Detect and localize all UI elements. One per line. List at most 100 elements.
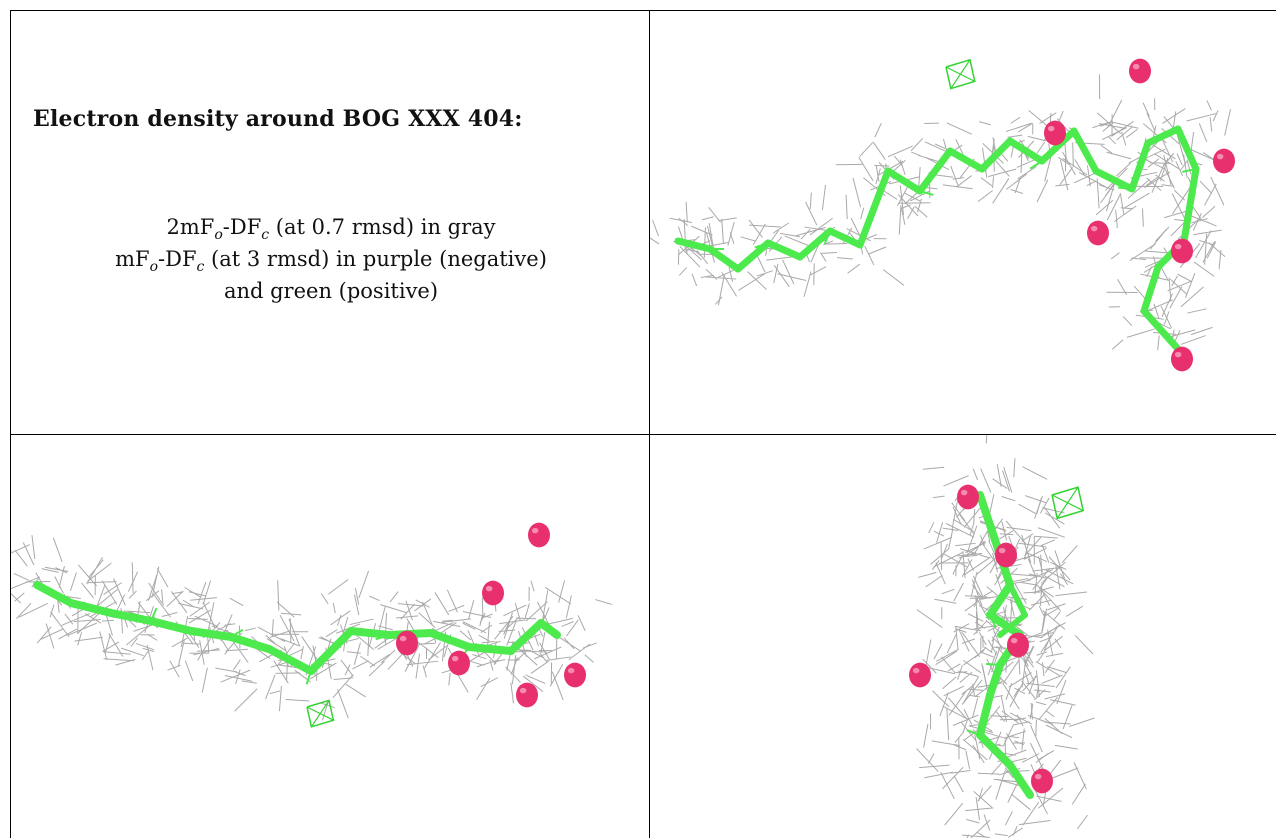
carbon-bond — [1180, 165, 1200, 245]
carbon-bond — [1006, 137, 1046, 165]
density-mesh-line — [836, 257, 853, 260]
density-mesh-line — [285, 699, 310, 702]
density-mesh-line — [773, 263, 779, 284]
density-mesh-line — [882, 269, 905, 286]
density-mesh-line — [772, 222, 790, 234]
density-mesh-line — [899, 202, 931, 204]
density-mesh-line — [980, 468, 992, 493]
density-mesh-line — [133, 623, 155, 632]
density-mesh-line — [803, 271, 812, 297]
density-mesh-line — [524, 603, 530, 619]
density-mesh-line — [99, 631, 108, 661]
carbon-bond — [427, 629, 473, 651]
density-mesh-line — [957, 552, 983, 557]
carbon-bond — [1144, 125, 1182, 147]
density-mesh-line — [1025, 495, 1046, 504]
caption-line-2: mFo-DFc (at 3 rmsd) in purple (negative) — [115, 247, 547, 276]
carbon-bond — [796, 227, 834, 261]
density-mesh-line — [933, 495, 945, 499]
carbon-bond — [1092, 167, 1136, 193]
density-mesh-line — [974, 684, 992, 698]
density-mesh-line — [968, 688, 983, 691]
density-mesh-line — [1206, 241, 1217, 259]
density-mesh-line — [1022, 801, 1040, 826]
density-mesh-line — [972, 530, 988, 556]
carbon-bond — [764, 239, 804, 261]
density-mesh-line — [1127, 179, 1150, 199]
density-mesh-line — [194, 615, 219, 628]
density-mesh-line — [1167, 280, 1192, 292]
density-mesh-line — [721, 218, 724, 244]
density-mesh-line — [1169, 278, 1188, 295]
density-mesh-line — [1043, 506, 1061, 529]
density-mesh-line — [1025, 551, 1048, 562]
density-mesh-line — [951, 498, 959, 530]
density-mesh-line — [1108, 136, 1116, 145]
density-mesh-line — [1073, 172, 1096, 184]
density-mesh-line — [1170, 222, 1185, 237]
density-mesh-line — [1018, 503, 1037, 515]
density-mesh-line — [1036, 141, 1046, 154]
density-mesh-line — [584, 654, 594, 663]
oxygen-highlight — [451, 655, 459, 662]
oxygen-atom — [396, 630, 418, 656]
density-mesh-line — [1187, 308, 1207, 314]
density-mesh-line — [320, 702, 336, 709]
density-mesh-line — [551, 671, 564, 701]
density-mesh-line — [546, 656, 572, 661]
density-mesh-line — [16, 602, 32, 620]
density-mesh-line — [1003, 466, 1013, 493]
density-mesh-line — [423, 642, 441, 669]
density-mesh-line — [858, 157, 874, 182]
density-mesh-line — [514, 603, 521, 621]
density-mesh-line — [1050, 561, 1067, 570]
oxygen-highlight — [567, 667, 575, 674]
carbon-bond — [1140, 263, 1162, 315]
density-mesh-line — [1071, 783, 1086, 805]
density-mesh-line — [169, 660, 180, 678]
density-mesh-line — [946, 633, 957, 654]
density-mesh-line — [1050, 699, 1076, 706]
density-mesh-line — [962, 739, 988, 761]
density-mesh-line — [705, 276, 737, 280]
density-mesh-line — [135, 643, 155, 651]
density-mesh-line — [691, 273, 698, 287]
density-mesh-line — [986, 530, 991, 542]
density-mesh-line — [141, 649, 150, 660]
density-mesh-line — [494, 615, 514, 640]
density-mesh-line — [966, 834, 969, 838]
density-mesh-line — [961, 685, 973, 695]
oxygen-atom — [1171, 238, 1193, 264]
density-mesh-line — [940, 542, 943, 571]
density-mesh-line — [406, 618, 416, 632]
density-mesh-line — [86, 581, 117, 584]
density-mesh-line — [955, 626, 959, 650]
density-mesh-line — [95, 585, 106, 609]
density-mesh-line — [946, 708, 950, 741]
oxygen-atom — [482, 580, 504, 606]
density-mesh-line — [1123, 192, 1150, 209]
density-mesh-line — [44, 566, 69, 573]
density-mesh-line — [184, 586, 202, 598]
density-mesh-line — [353, 594, 360, 616]
density-mesh-line — [942, 766, 964, 790]
density-mesh-line — [225, 648, 248, 652]
density-mesh-line — [965, 750, 971, 770]
density-mesh-line — [1029, 742, 1045, 772]
density-mesh-line — [1005, 122, 1032, 133]
density-mesh-line — [269, 690, 281, 695]
density-mesh-line — [1180, 335, 1206, 345]
density-mesh-line — [952, 518, 974, 533]
density-mesh-line — [747, 271, 767, 290]
density-mesh-line — [947, 663, 961, 672]
density-mesh-line — [1054, 744, 1078, 750]
density-mesh-line — [998, 530, 1014, 540]
density-mesh-line — [940, 656, 956, 674]
density-mesh-line — [1042, 592, 1051, 606]
density-mesh-line — [1021, 728, 1025, 751]
density-mesh-line — [1005, 520, 1027, 545]
density-mesh-line — [448, 604, 465, 612]
hydrogen-stub — [754, 242, 769, 249]
density-mesh-line — [1157, 335, 1160, 351]
density-mesh-line — [1004, 730, 1026, 739]
